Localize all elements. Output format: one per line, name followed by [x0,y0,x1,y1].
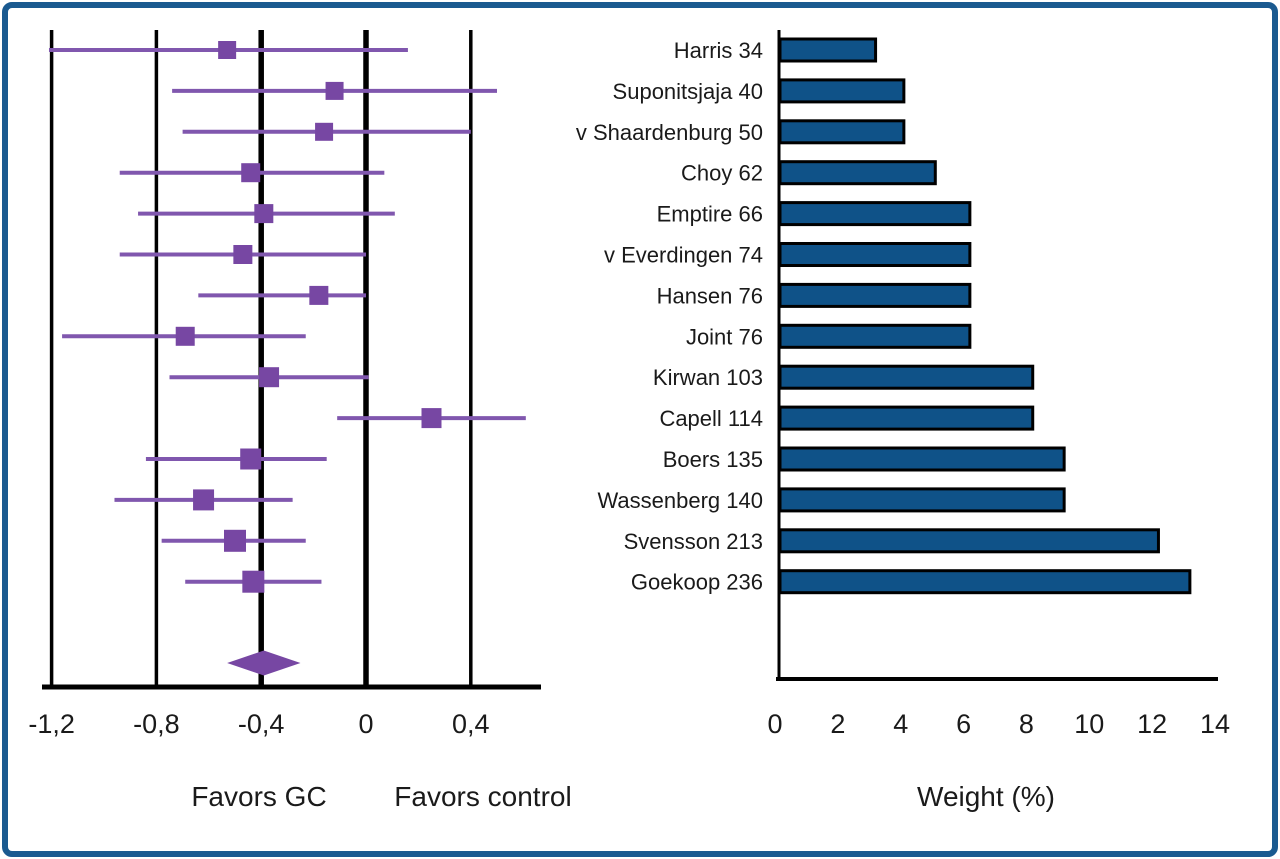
weight-tick-label: 10 [1074,709,1104,739]
weight-tick-label: 2 [830,709,845,739]
study-label: Goekoop 236 [631,570,763,595]
estimate-square [175,326,195,346]
forest-axis-tick-label: 0 [358,709,373,739]
weight-bar [778,242,972,267]
weight-tick-label: 0 [767,709,782,739]
study-label: Wassenberg 140 [597,488,763,513]
weight-bar [778,569,1192,595]
forest-axis-tick-label: -1,2 [28,709,75,739]
forest-plot-panel: -1,2 -0,8 -0,4 0 0,4 [28,30,541,739]
weight-bar [778,78,906,104]
study-label: Kirwan 103 [653,365,763,390]
forest-axis-tick-label: -0,4 [238,709,285,739]
forest-axis-tick-label: 0,4 [452,709,490,739]
estimate-square [241,163,261,183]
estimate-square [421,408,442,429]
estimate-square [193,489,215,511]
study-label: Harris 34 [674,38,763,63]
weight-bar [778,487,1066,513]
estimate-square [224,529,246,552]
study-label: Joint 76 [686,324,763,349]
study-label: Hansen 76 [657,283,763,308]
study-label: Boers 135 [663,447,763,472]
estimate-square [259,367,280,388]
estimate-square [218,41,237,59]
summary-diamond [227,650,301,676]
weight-tick-label: 6 [956,709,971,739]
weight-bar [778,201,972,227]
weight-bar-chart-panel: 0 2 4 6 8 10 12 14 Harris 34 Suponitsjaja 40 v Sha… [576,30,1230,739]
weight-bar [778,37,878,63]
estimate-square [254,204,274,224]
weight-tick-label: 8 [1019,709,1034,739]
favors-control-label: Favors control [394,781,572,812]
weight-tick-label: 12 [1137,709,1167,739]
study-label: Capell 114 [659,406,763,431]
study-label: v Everdingen 74 [604,243,763,268]
weight-bar [778,323,972,349]
study-label: Svensson 213 [624,529,763,554]
estimate-square [240,448,262,470]
weight-bar [778,528,1160,554]
weight-tick-label: 4 [893,709,908,739]
study-label: Suponitsjaja 40 [613,79,763,104]
study-label: v Shaardenburg 50 [576,120,763,145]
weight-bar [778,282,972,308]
weight-axis-label: Weight (%) [917,781,1055,812]
weight-bar [778,160,937,186]
study-label: Emptire 66 [657,202,763,227]
estimate-square [309,285,329,305]
estimate-square [242,570,265,593]
weight-bar [778,446,1066,472]
weight-bar [778,405,1035,431]
weight-bar [778,119,906,145]
estimate-square [233,245,253,264]
estimate-square [325,81,344,100]
favors-gc-label: Favors GC [191,781,327,812]
weight-bar [778,364,1035,390]
forest-axis-tick-label: -0,8 [133,709,180,739]
study-label: Choy 62 [681,161,763,186]
weight-tick-label: 14 [1200,709,1230,739]
estimate-square [315,122,334,141]
